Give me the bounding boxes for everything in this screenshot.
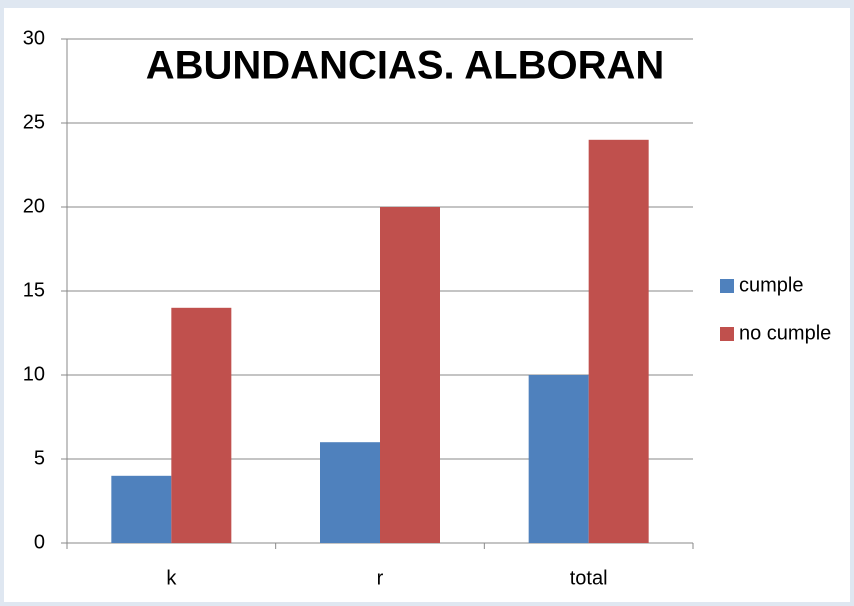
legend-label: no cumple: [739, 322, 831, 344]
bar: [171, 307, 232, 543]
y-tick-label: 25: [23, 111, 45, 133]
bar: [528, 375, 589, 543]
bar: [588, 139, 649, 544]
legend-label: cumple: [739, 274, 803, 296]
x-tick-label: k: [166, 567, 177, 589]
bar: [320, 442, 380, 543]
y-tick-label: 10: [23, 363, 45, 385]
y-tick-label: 5: [34, 447, 45, 469]
legend-swatch: [720, 327, 734, 341]
y-tick-label: 15: [23, 279, 45, 301]
legend-swatch: [720, 279, 734, 293]
y-tick-label: 30: [23, 27, 45, 49]
x-tick-label: r: [377, 567, 384, 589]
x-tick-label: total: [570, 567, 608, 589]
chart-title: ABUNDANCIAS. ALBORAN: [146, 44, 665, 88]
bar: [111, 475, 172, 543]
bar: [380, 207, 440, 543]
y-tick-label: 0: [34, 531, 45, 553]
y-tick-label: 20: [23, 195, 45, 217]
